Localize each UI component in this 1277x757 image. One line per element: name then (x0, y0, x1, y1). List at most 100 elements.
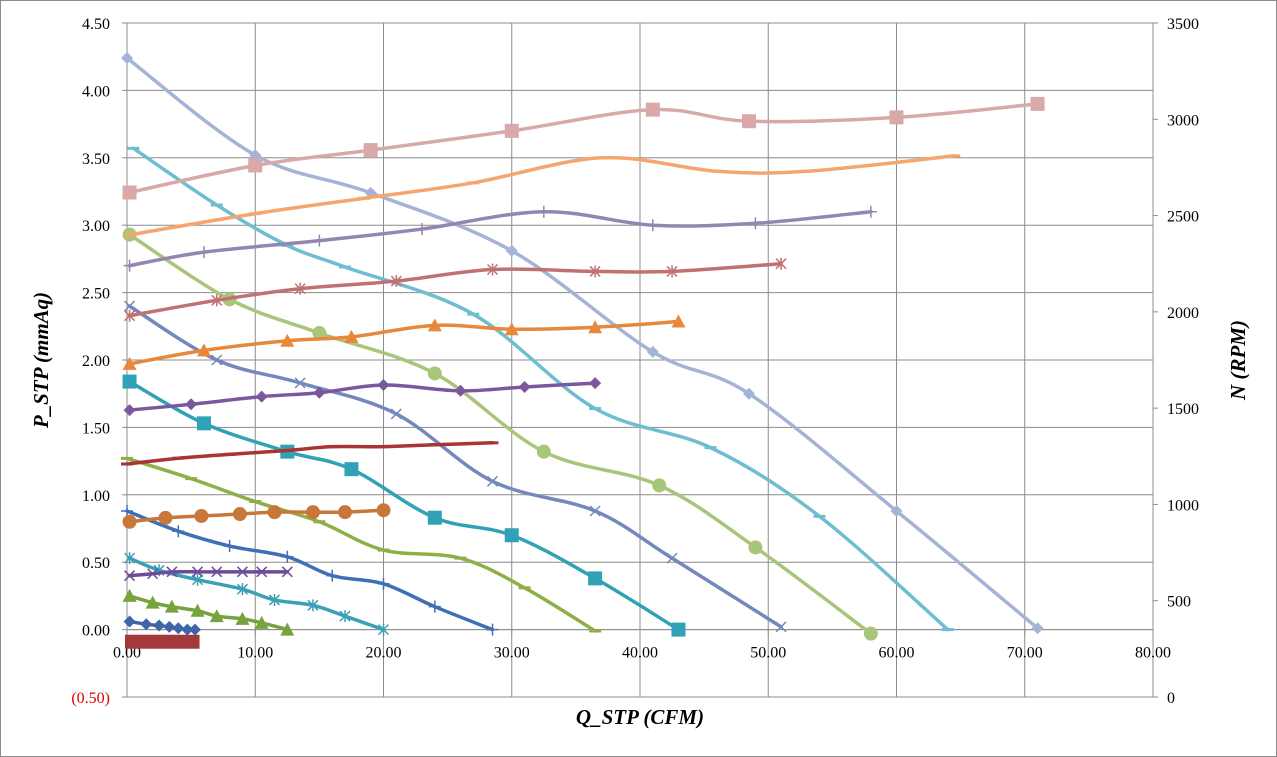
series-14 (123, 205, 877, 272)
marker-star (377, 623, 390, 636)
marker-plus (486, 623, 499, 636)
marker-triangle (190, 603, 205, 617)
marker-diamond (377, 379, 390, 392)
series-line (125, 509, 495, 632)
x-axis-ticks: 0.00 10.00 20.00 30.00 40.00 50.00 60.00 70.00 8… (113, 629, 1171, 662)
marker-star (307, 599, 319, 612)
y2-tick-label: 0 (1167, 690, 1175, 707)
marker-square (122, 185, 137, 200)
y-tick-label: 3.50 (82, 151, 110, 168)
x-axis-title: Q_STP (CFM) (576, 705, 704, 729)
marker-plus (428, 600, 441, 613)
series-10 (123, 615, 201, 636)
x-tick-label: 20.00 (366, 645, 402, 662)
series-line (127, 319, 681, 366)
y-tick-label: 2.50 (82, 286, 110, 303)
marker-star (294, 282, 306, 295)
marker-star (268, 593, 281, 606)
series-line (127, 569, 290, 578)
y2-tick-label: 2500 (1167, 209, 1199, 226)
marker-square (427, 510, 442, 525)
marker-diamond (121, 52, 133, 65)
marker-circle (158, 510, 173, 525)
x-tick-label: 80.00 (1135, 645, 1171, 662)
series-18 (121, 441, 499, 466)
marker-triangle (209, 609, 224, 623)
marker-circle (748, 540, 763, 555)
marker-diamond (140, 618, 153, 631)
marker-square (248, 158, 263, 173)
marker-diamond (153, 619, 166, 632)
marker-x (256, 566, 268, 578)
marker-triangle (122, 588, 137, 602)
marker-diamond (743, 387, 756, 400)
marker-triangle (280, 622, 295, 636)
series-line (127, 102, 1040, 195)
marker-triangle (280, 333, 295, 347)
series-7 (121, 504, 499, 636)
y2-tick-label: 3500 (1167, 16, 1199, 33)
y2-tick-label: 3000 (1167, 112, 1199, 129)
marker-star (124, 552, 136, 565)
marker-x (294, 377, 306, 389)
x-tick-label: 50.00 (750, 645, 786, 662)
y2-tick-label: 1500 (1167, 401, 1199, 418)
marker-plus (223, 540, 236, 553)
series-17 (123, 377, 602, 417)
series-line (131, 146, 950, 632)
marker-x (666, 552, 678, 564)
gridlines (126, 22, 1154, 697)
marker-circle (312, 326, 327, 341)
y2-tick-label: 2000 (1167, 305, 1199, 322)
marker-diamond (188, 623, 201, 636)
series-15 (124, 257, 787, 322)
marker-triangle (504, 322, 519, 336)
marker-triangle (427, 318, 442, 332)
marker-x (486, 475, 499, 487)
marker-star (589, 265, 601, 278)
marker-circle (232, 507, 247, 522)
marker-plus (313, 234, 326, 247)
marker-x (281, 566, 293, 578)
marker-x (147, 568, 159, 580)
marker-diamond (123, 404, 136, 417)
marker-plus (646, 219, 659, 232)
marker-square (504, 123, 519, 138)
marker-x (192, 566, 204, 578)
series-9 (122, 588, 295, 636)
marker-x (211, 354, 223, 366)
marker-circle (267, 505, 282, 520)
series-12 (122, 96, 1045, 200)
marker-x (124, 570, 136, 582)
marker-circle (194, 508, 209, 523)
y-tick-label: 1.00 (82, 488, 110, 505)
x-tick-label: 30.00 (494, 645, 530, 662)
marker-diamond (454, 384, 467, 397)
y2-tick-label: 500 (1167, 594, 1191, 611)
marker-x (166, 566, 178, 578)
y-tick-label: 0.00 (82, 623, 110, 640)
series-20 (124, 566, 293, 582)
marker-triangle (235, 611, 250, 625)
marker-plus (377, 577, 390, 590)
marker-triangle (145, 595, 160, 609)
marker-square (196, 416, 211, 431)
marker-diamond (255, 390, 268, 403)
marker-star (124, 309, 136, 322)
marker-star (339, 610, 351, 623)
x-tick-label: 10.00 (237, 645, 273, 662)
y-tick-label: 4.50 (82, 16, 110, 33)
marker-diamond (163, 620, 176, 633)
series-11 (125, 634, 200, 649)
marker-square (645, 102, 660, 117)
marker-diamond (181, 623, 194, 636)
marker-square (889, 110, 904, 125)
marker-square (742, 114, 757, 129)
marker-square (1030, 96, 1045, 111)
series-band (125, 634, 200, 649)
marker-triangle (164, 599, 179, 613)
series-5 (122, 374, 686, 637)
y2-axis-ticks: 0 500 1000 1500 2000 2500 3000 3500 (1153, 16, 1199, 707)
marker-star (390, 275, 402, 288)
marker-circle (536, 444, 551, 459)
